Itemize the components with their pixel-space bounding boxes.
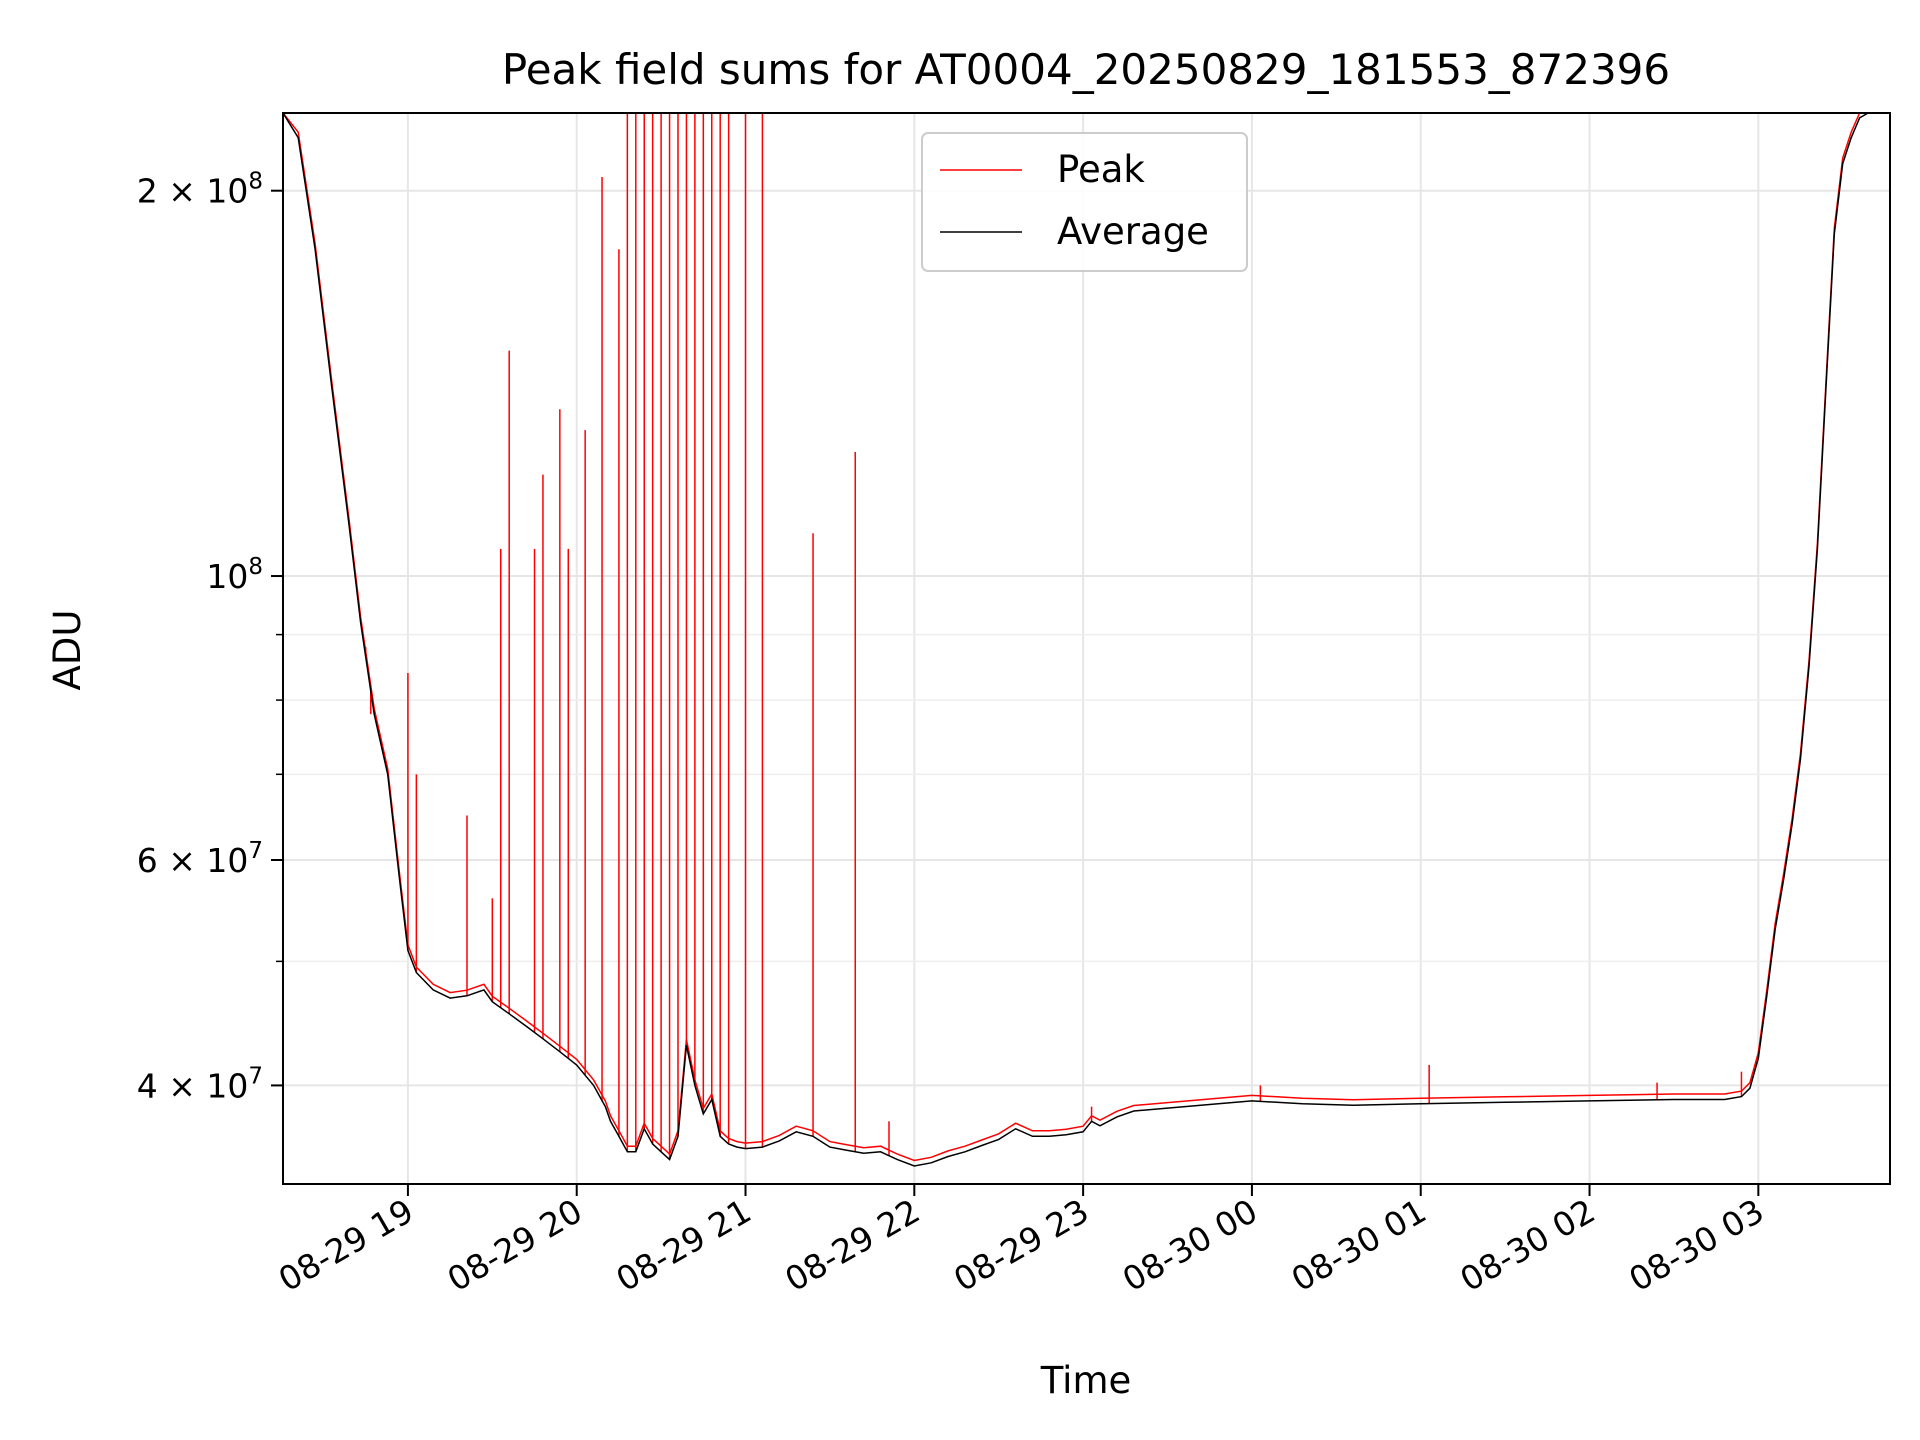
plot-frame — [282, 112, 1891, 1185]
chart-title: Peak field sums for AT0004_20250829_1815… — [502, 45, 1670, 94]
y-axis-label: ADU — [46, 610, 89, 691]
y-tick-label: 4 × 107 — [137, 1063, 263, 1105]
legend-box — [921, 132, 1248, 272]
y-tick-label: 6 × 107 — [137, 838, 263, 880]
legend-peak-label: Peak — [1057, 148, 1145, 191]
average-series-line — [282, 112, 1890, 1167]
legend-average-label: Average — [1057, 210, 1209, 253]
y-tick-label: 2 × 108 — [137, 169, 263, 211]
series-layer — [282, 112, 1890, 1167]
x-axis-label: Time — [1040, 1359, 1132, 1402]
legend: Peak Average — [921, 132, 1248, 272]
